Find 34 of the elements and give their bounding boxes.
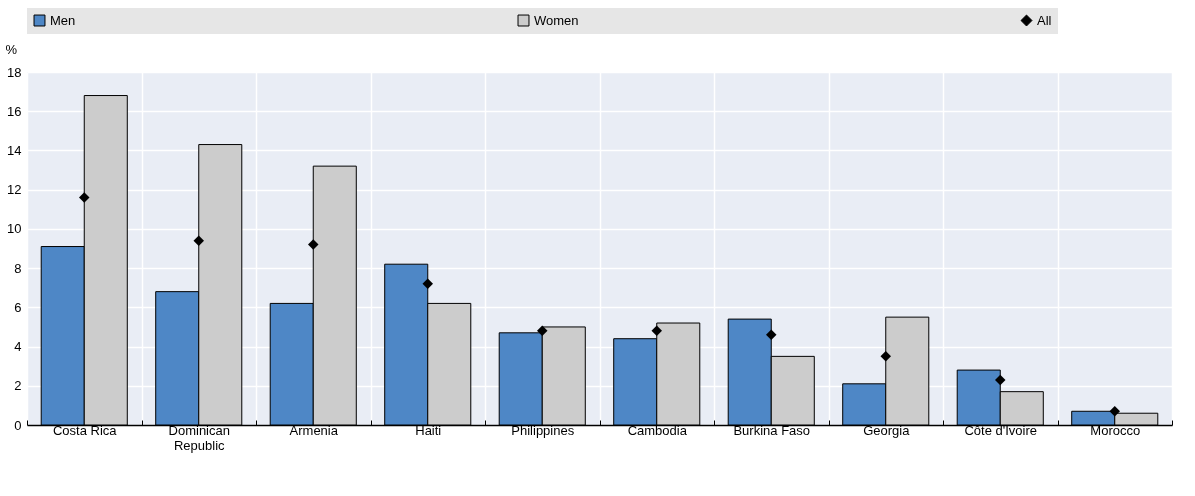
x-tick-label: Burkina Faso xyxy=(733,422,811,438)
y-tick-label: 14 xyxy=(7,142,22,158)
x-tick-label: Costa Rica xyxy=(52,422,118,438)
point xyxy=(308,239,319,250)
point xyxy=(79,192,90,203)
point xyxy=(880,351,891,362)
legend-label: Men xyxy=(50,12,76,28)
x-tick-label: Philippines xyxy=(511,422,575,438)
point xyxy=(1109,406,1120,417)
y-tick-label: 8 xyxy=(14,260,22,276)
y-tick-label: 10 xyxy=(7,221,22,237)
y-axis-title: % xyxy=(5,41,18,57)
point xyxy=(651,325,662,337)
y-tick-label: 16 xyxy=(7,103,22,119)
y-tick-label: 6 xyxy=(14,299,22,315)
y-tick-label: 0 xyxy=(14,417,22,433)
legend-label: All xyxy=(1037,12,1052,28)
legend-label: Women xyxy=(534,12,579,28)
y-tick-label: 18 xyxy=(7,64,22,80)
point xyxy=(537,325,548,337)
y-tick-label: 4 xyxy=(14,339,22,355)
x-tick-label: Armenia xyxy=(289,422,339,438)
point xyxy=(422,278,433,290)
point xyxy=(766,329,777,341)
x-tick-label: Côte d'Ivoire xyxy=(964,422,1038,438)
y-tick-label: 12 xyxy=(7,182,22,198)
point xyxy=(193,235,204,246)
y-tick-label: 2 xyxy=(14,378,22,394)
x-tick-label: Georgia xyxy=(863,422,911,438)
x-tick-label: Dominican Republic xyxy=(168,422,230,453)
x-tick-label: Cambodia xyxy=(627,422,688,438)
x-tick-label: Morocco xyxy=(1090,422,1141,438)
x-tick-label: Haiti xyxy=(415,422,442,438)
point xyxy=(995,374,1006,386)
